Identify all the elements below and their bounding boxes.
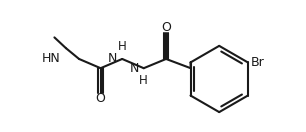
Text: O: O (96, 92, 106, 105)
Text: N: N (130, 62, 139, 75)
Text: O: O (161, 21, 171, 34)
Text: H: H (139, 74, 148, 87)
Text: H: H (118, 40, 127, 53)
Text: HN: HN (42, 52, 61, 65)
Text: N: N (108, 52, 118, 65)
Text: Br: Br (251, 56, 265, 69)
